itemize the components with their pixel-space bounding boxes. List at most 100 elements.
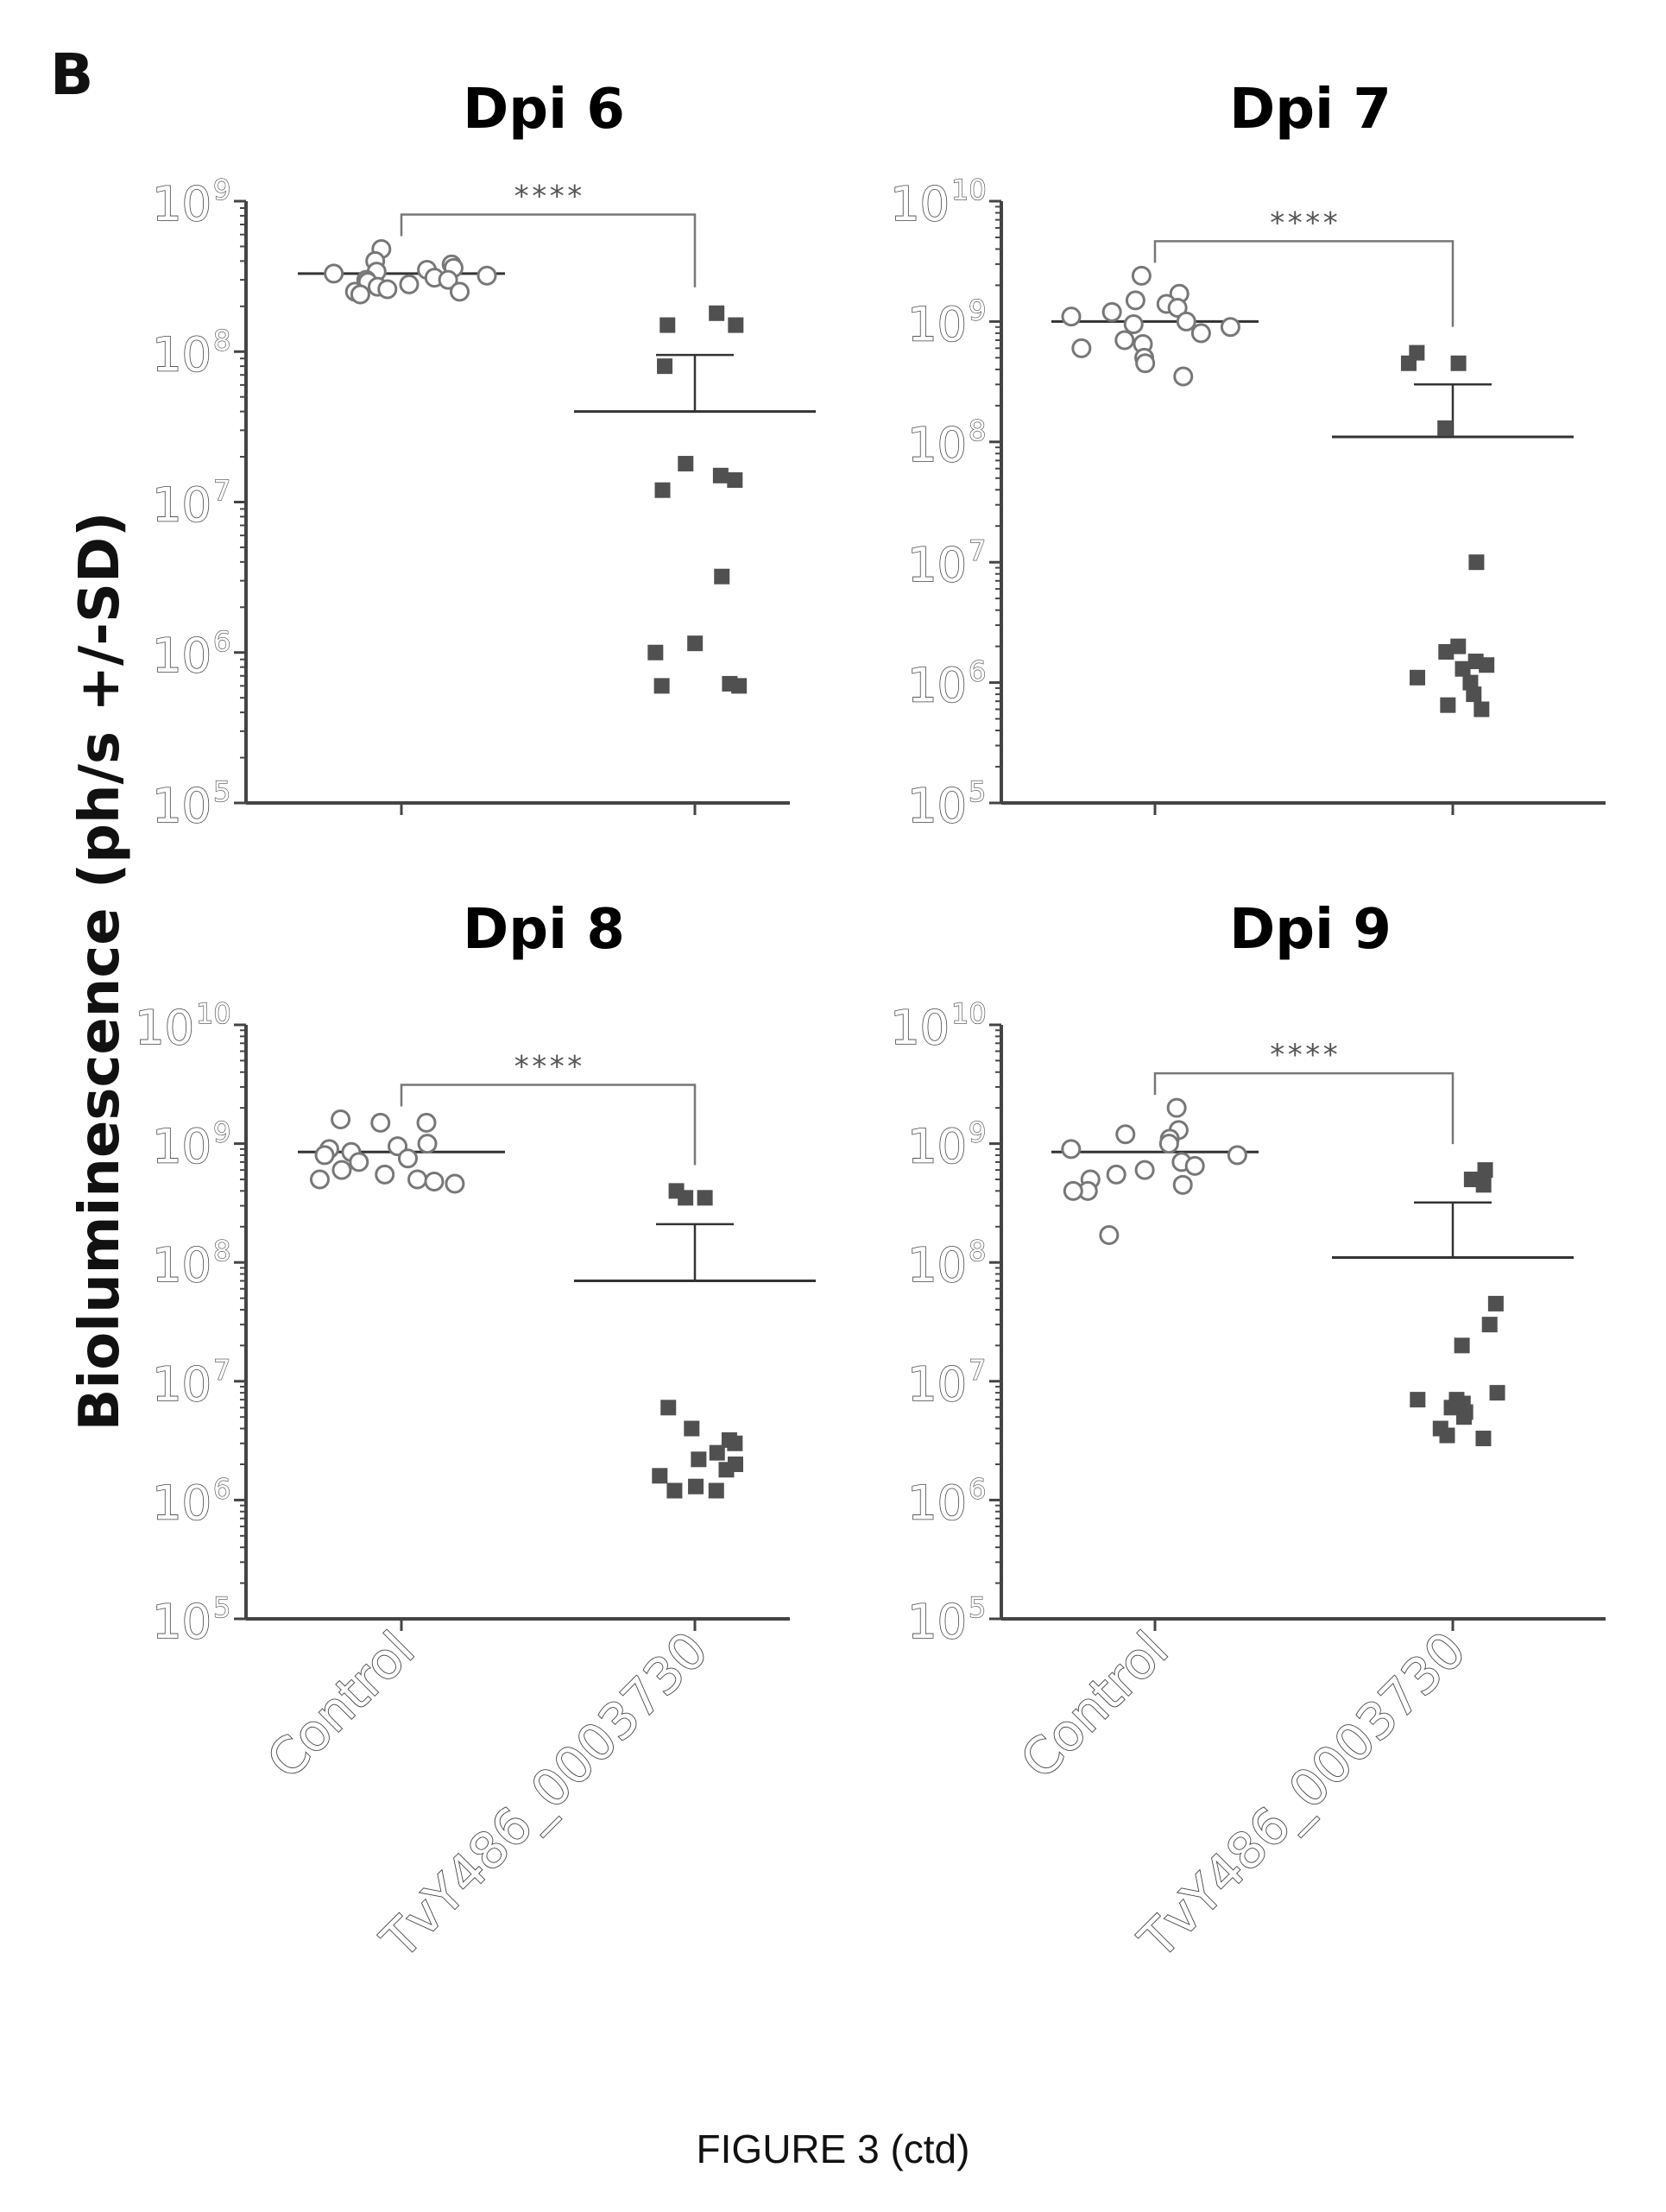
data-point <box>691 1451 707 1468</box>
y-tick-label: 10 <box>907 538 967 592</box>
panel-letter: B <box>50 41 94 108</box>
data-point <box>1176 311 1196 332</box>
data-point <box>1410 1392 1426 1408</box>
y-tick-label: 10 <box>907 1595 967 1649</box>
y-tick-exponent: 8 <box>969 1235 986 1267</box>
data-point <box>331 1109 351 1130</box>
data-point <box>1462 674 1479 691</box>
data-point <box>731 678 748 694</box>
y-tick-label: 10 <box>890 177 950 231</box>
data-point <box>350 284 370 305</box>
data-point <box>1410 669 1426 686</box>
y-tick-label: 10 <box>907 418 967 472</box>
data-point <box>727 472 743 489</box>
y-tick-label: 10 <box>152 478 211 533</box>
y-tick-exponent: 9 <box>213 174 230 206</box>
data-point <box>666 1482 683 1499</box>
data-point <box>1479 657 1495 673</box>
y-tick-label: 10 <box>135 1001 194 1055</box>
significance-stars: **** <box>1269 1038 1340 1072</box>
data-point <box>1227 1145 1247 1166</box>
y-tick-label: 10 <box>152 1595 211 1649</box>
data-point <box>1474 701 1490 717</box>
y-tick-exponent: 6 <box>213 625 230 658</box>
data-point <box>1125 290 1145 311</box>
y-tick-label: 10 <box>152 1238 211 1292</box>
y-tick-exponent: 9 <box>969 294 986 326</box>
significance-bracket <box>1153 240 1455 327</box>
data-point <box>1468 554 1485 571</box>
data-point <box>1071 338 1092 358</box>
data-point <box>1061 1139 1082 1160</box>
data-point <box>709 1444 725 1461</box>
data-point <box>1400 355 1417 371</box>
data-point <box>1114 330 1135 351</box>
data-point <box>1450 355 1467 371</box>
data-point <box>377 279 398 300</box>
y-tick-label: 10 <box>907 1238 967 1292</box>
data-point <box>697 1190 713 1206</box>
significance-bracket <box>400 213 697 288</box>
data-point <box>1440 697 1456 713</box>
data-point <box>370 1112 391 1133</box>
y-tick-exponent: 5 <box>969 1591 986 1624</box>
y-tick-exponent: 9 <box>213 1116 230 1149</box>
figure-caption: FIGURE 3 (ctd) <box>696 2127 970 2171</box>
data-point <box>653 678 670 694</box>
data-point <box>1063 1180 1083 1201</box>
data-point <box>1101 301 1122 322</box>
y-tick-exponent: 8 <box>213 324 230 357</box>
data-point <box>709 305 725 321</box>
data-point <box>399 274 420 294</box>
data-point <box>678 1190 694 1206</box>
data-point <box>1466 686 1482 703</box>
data-point <box>1438 644 1455 660</box>
y-tick-exponent: 9 <box>969 1116 986 1149</box>
data-point <box>375 1164 395 1185</box>
y-tick-label: 10 <box>907 1476 967 1530</box>
data-point <box>1443 1400 1460 1416</box>
data-point <box>1166 1097 1187 1118</box>
data-point <box>1463 1172 1480 1188</box>
y-tick-exponent: 7 <box>213 475 230 508</box>
data-point <box>1123 314 1144 335</box>
data-point <box>652 1468 668 1484</box>
data-point <box>309 1169 330 1190</box>
data-point <box>1172 1174 1193 1195</box>
data-point <box>445 1173 465 1194</box>
data-point <box>424 1171 445 1191</box>
y-tick-label: 10 <box>152 1357 211 1412</box>
y-tick-exponent: 6 <box>213 1472 230 1505</box>
data-point <box>1115 1124 1136 1145</box>
y-tick-label: 10 <box>152 177 211 231</box>
significance-bracket <box>1153 1071 1455 1145</box>
data-point <box>1131 265 1152 286</box>
data-point <box>1190 323 1211 344</box>
y-tick-exponent: 10 <box>951 174 987 206</box>
data-point <box>1477 1162 1493 1179</box>
chart-title: Dpi 9 <box>1229 898 1391 962</box>
y-tick-label: 10 <box>152 1120 211 1174</box>
y-tick-exponent: 5 <box>213 1591 230 1624</box>
x-tick-label: Control <box>256 1621 426 1790</box>
y-tick-label: 10 <box>907 659 967 713</box>
x-tick-label: TvY486_0003730 <box>1127 1621 1477 1970</box>
data-point <box>660 1400 677 1416</box>
data-point <box>1439 1427 1455 1444</box>
significance-stars: **** <box>513 180 584 214</box>
data-point <box>331 1160 352 1180</box>
y-tick-exponent: 8 <box>213 1235 230 1267</box>
data-point <box>659 317 676 333</box>
data-point <box>1167 298 1188 319</box>
data-point <box>678 456 694 472</box>
data-point <box>438 269 458 290</box>
data-point <box>314 1145 335 1166</box>
y-tick-label: 10 <box>152 1476 211 1530</box>
data-point <box>1106 1164 1126 1185</box>
data-point <box>718 1462 735 1478</box>
data-point <box>708 1482 724 1499</box>
y-tick-label: 10 <box>907 1357 967 1412</box>
y-tick-label: 10 <box>152 327 211 382</box>
